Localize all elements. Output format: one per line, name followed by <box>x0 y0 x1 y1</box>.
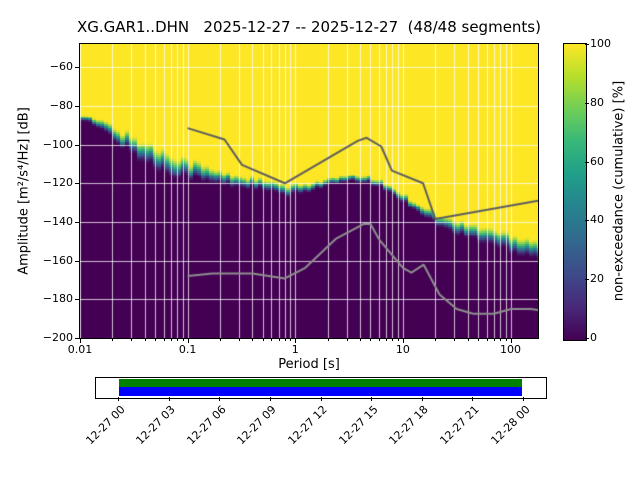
timeline-tick-mark <box>371 397 373 401</box>
x-minor-tick-mark <box>262 338 264 341</box>
timeline-tick-label: 12-27 03 <box>133 403 178 448</box>
x-minor-tick-mark <box>112 338 114 341</box>
colorbar-tick-mark <box>585 279 589 281</box>
x-minor-tick-mark <box>392 338 394 341</box>
y-tick-mark <box>75 144 80 146</box>
y-tick-mark <box>75 67 80 69</box>
x-minor-tick-mark <box>278 338 280 341</box>
x-minor-tick-mark <box>163 338 165 341</box>
timeline-tick-mark <box>421 397 423 401</box>
x-tick-mark <box>295 338 297 343</box>
x-minor-tick-mark <box>220 338 222 341</box>
colorbar-tick-label: 100 <box>590 37 611 50</box>
timeline-coverage-box <box>95 377 547 399</box>
y-tick-mark <box>75 105 80 107</box>
x-tick-mark <box>510 338 512 343</box>
y-tick-label: −180 <box>42 292 73 306</box>
timeline-tick-label: 12-27 21 <box>437 403 482 448</box>
colorbar-tick-label: 80 <box>590 95 604 109</box>
timeline-tick-label: 12-27 00 <box>83 403 128 448</box>
x-minor-tick-mark <box>182 338 184 341</box>
timeline-tick-label: 12-27 06 <box>184 403 229 448</box>
y-tick-mark <box>75 221 80 223</box>
x-minor-tick-mark <box>144 338 146 341</box>
x-tick-label: 1 <box>291 343 299 356</box>
timeline-tick-label: 12-27 15 <box>336 403 381 448</box>
y-tick-mark <box>75 299 80 301</box>
x-minor-tick-mark <box>284 338 286 341</box>
colorbar-label: non-exceedance (cumulative) [%] <box>611 80 627 302</box>
x-minor-tick-mark <box>252 338 254 341</box>
x-minor-tick-mark <box>170 338 172 341</box>
x-minor-tick-mark <box>327 338 329 341</box>
x-minor-tick-mark <box>478 338 480 341</box>
x-minor-tick-mark <box>435 338 437 341</box>
x-minor-tick-mark <box>454 338 456 341</box>
y-tick-label: −160 <box>42 253 73 267</box>
x-minor-tick-mark <box>397 338 399 341</box>
timeline-coverage-green <box>118 379 523 387</box>
x-minor-tick-mark <box>346 338 348 341</box>
y-tick-mark <box>75 260 80 262</box>
timeline-tick-mark <box>168 397 170 401</box>
x-minor-tick-mark <box>505 338 507 341</box>
x-tick-label: 0.1 <box>178 343 197 356</box>
y-tick-mark <box>75 183 80 185</box>
colorbar-tick-mark <box>585 44 589 45</box>
ppsd-heatmap-canvas <box>79 43 539 339</box>
x-minor-tick-mark <box>493 338 495 341</box>
timeline-tick-mark <box>472 397 474 401</box>
x-minor-tick-mark <box>271 338 273 341</box>
colorbar-gradient <box>563 43 587 341</box>
timeline-coverage-blue <box>118 387 523 396</box>
timeline-tick-mark <box>118 397 119 401</box>
y-tick-label: −60 <box>49 60 73 74</box>
x-tick-mark <box>187 338 189 343</box>
x-minor-tick-mark <box>290 338 292 341</box>
x-minor-tick-mark <box>131 338 133 341</box>
colorbar-tick-label: 20 <box>590 272 604 286</box>
timeline-tick-mark <box>269 397 271 401</box>
x-minor-tick-mark <box>370 338 372 341</box>
x-tick-label: 0.01 <box>67 343 93 356</box>
x-minor-tick-mark <box>379 338 381 341</box>
y-tick-label: −200 <box>42 331 73 344</box>
colorbar-tick-label: 40 <box>590 213 604 227</box>
colorbar-tick-mark <box>585 161 589 163</box>
colorbar-tick-label: 0 <box>590 331 597 344</box>
colorbar-tick-mark <box>585 220 589 222</box>
x-axis-label: Period [s] <box>278 357 340 372</box>
x-minor-tick-mark <box>155 338 157 341</box>
x-minor-tick-mark <box>238 338 240 341</box>
timeline-tick-label: 12-27 18 <box>386 403 431 448</box>
y-tick-label: −80 <box>49 98 73 112</box>
timeline-tick-label: 12-28 00 <box>488 403 533 448</box>
timeline-tick-mark <box>320 397 322 401</box>
x-minor-tick-mark <box>386 338 388 341</box>
timeline-tick-mark <box>219 397 221 401</box>
y-tick-label: −120 <box>42 176 73 190</box>
plot-title: XG.GAR1..DHN 2025-12-27 -- 2025-12-27 (4… <box>77 18 541 36</box>
x-tick-label: 10 <box>395 343 410 356</box>
y-axis-label: Amplitude [m²/s⁴/Hz] [dB] <box>16 107 32 275</box>
timeline-tick-label: 12-27 09 <box>234 403 280 448</box>
y-tick-mark <box>75 338 80 339</box>
x-minor-tick-mark <box>177 338 179 341</box>
colorbar-tick-label: 60 <box>590 154 604 168</box>
colorbar-tick-mark <box>585 102 589 104</box>
timeline-tick-mark <box>523 397 524 401</box>
x-minor-tick-mark <box>486 338 488 341</box>
x-tick-mark <box>402 338 404 343</box>
x-tick-label: 100 <box>500 343 522 356</box>
colorbar-tick-mark <box>585 338 589 339</box>
x-tick-mark <box>80 338 81 343</box>
timeline-tick-label: 12-27 12 <box>285 403 330 448</box>
y-tick-label: −140 <box>42 214 73 228</box>
y-tick-label: −100 <box>42 137 73 151</box>
x-minor-tick-mark <box>360 338 362 341</box>
x-minor-tick-mark <box>467 338 469 341</box>
x-minor-tick-mark <box>500 338 502 341</box>
